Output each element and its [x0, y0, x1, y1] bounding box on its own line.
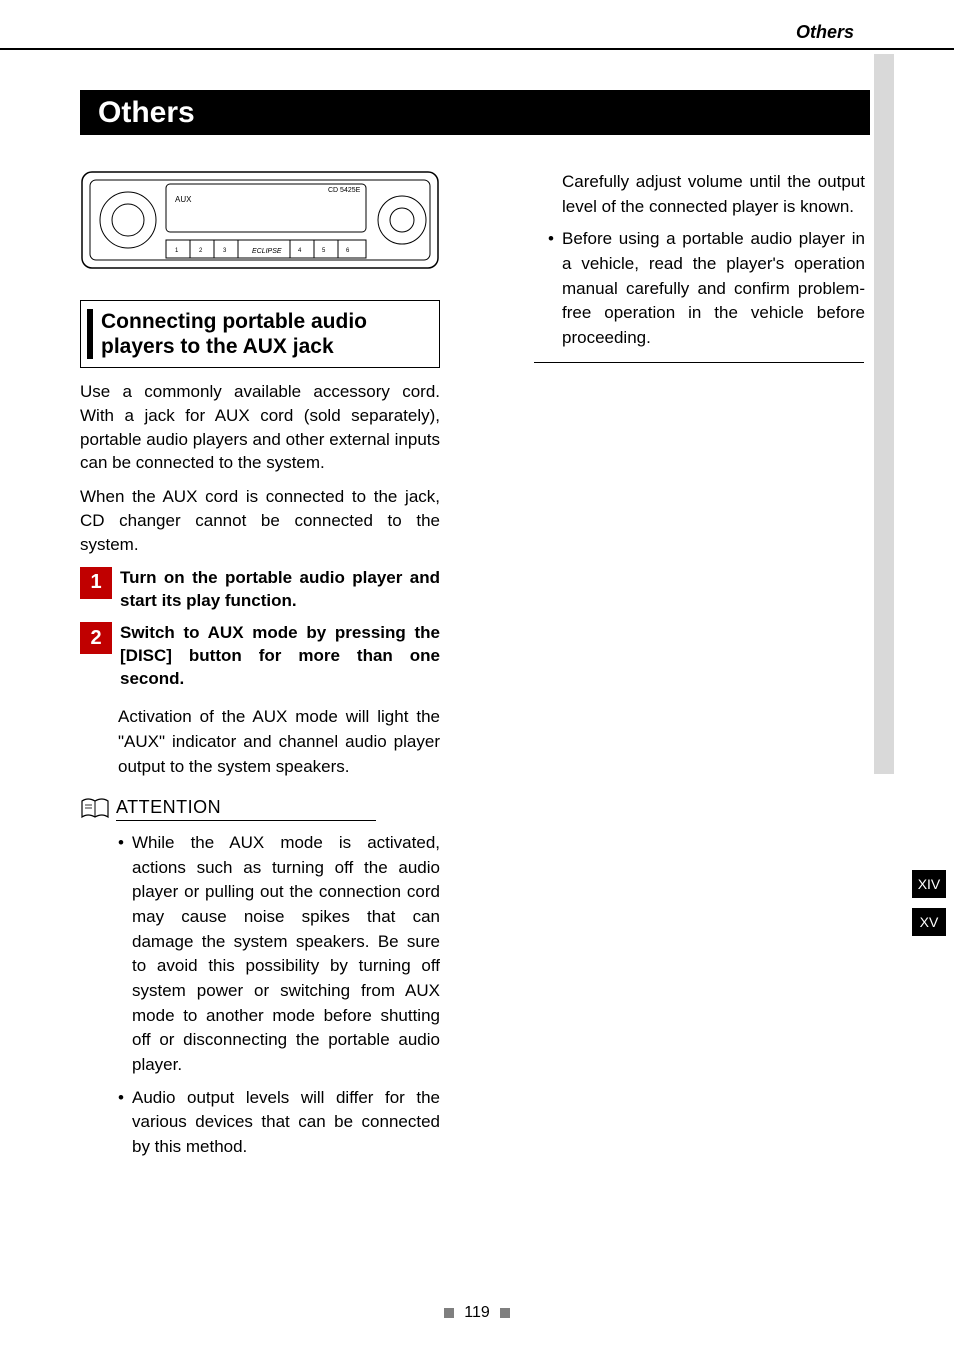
book-icon [80, 797, 110, 821]
attention-item: Audio output levels will differ for the … [118, 1086, 440, 1160]
subheading-text: Connecting portable audio players to the… [97, 309, 429, 359]
device-illustration: AUX CD 5425E ECLIPSE 1 2 3 4 5 6 [80, 170, 440, 270]
attention-heading-row: ATTENTION [80, 797, 440, 821]
step-item: 1 Turn on the portable audio player and … [80, 567, 440, 613]
footer-square-icon [444, 1308, 454, 1318]
footer-square-icon [500, 1308, 510, 1318]
top-rule [0, 48, 954, 50]
side-tab: XIV [912, 870, 946, 898]
attention-list-left: While the AUX mode is activated, actions… [118, 831, 440, 1159]
step-item: 2 Switch to AUX mode by pressing the [DI… [80, 622, 440, 691]
side-tabs: XIV XV [912, 870, 946, 946]
subheading-accent-bar [87, 309, 93, 359]
step-number: 2 [80, 622, 112, 654]
device-brand-label: ECLIPSE [252, 248, 282, 255]
step-text: Turn on the portable audio player and st… [120, 567, 440, 613]
attention-label: ATTENTION [116, 797, 376, 821]
left-column: Use a commonly available accessory cord.… [80, 380, 440, 1168]
chapter-title: Others [98, 96, 195, 130]
page-number: 119 [464, 1304, 490, 1321]
right-column: Carefully adjust volume until the output… [510, 170, 865, 363]
device-model-label: CD 5425E [328, 187, 361, 194]
header-section-label: Others [796, 22, 854, 43]
intro-para: Use a commonly available accessory cord.… [80, 380, 440, 475]
svg-text:AUX: AUX [175, 195, 192, 204]
attention-end-rule [534, 362, 864, 363]
attention-item: While the AUX mode is activated, actions… [118, 831, 440, 1077]
intro-para: When the AUX cord is connected to the ja… [80, 485, 440, 556]
attention-continuation: Carefully adjust volume until the output… [562, 170, 865, 219]
followup-para: Activation of the AUX mode will light th… [118, 705, 440, 779]
side-tab: XV [912, 908, 946, 936]
steps-list: 1 Turn on the portable audio player and … [80, 567, 440, 692]
subheading-box: Connecting portable audio players to the… [80, 300, 440, 368]
page-footer: 119 [0, 1304, 954, 1322]
step-text: Switch to AUX mode by pressing the [DISC… [120, 622, 440, 691]
chapter-title-bar: Others [80, 90, 870, 135]
attention-list-right: Before using a portable audio player in … [548, 227, 865, 350]
attention-item: Before using a portable audio player in … [548, 227, 865, 350]
step-number: 1 [80, 567, 112, 599]
right-margin-strip [874, 54, 894, 774]
